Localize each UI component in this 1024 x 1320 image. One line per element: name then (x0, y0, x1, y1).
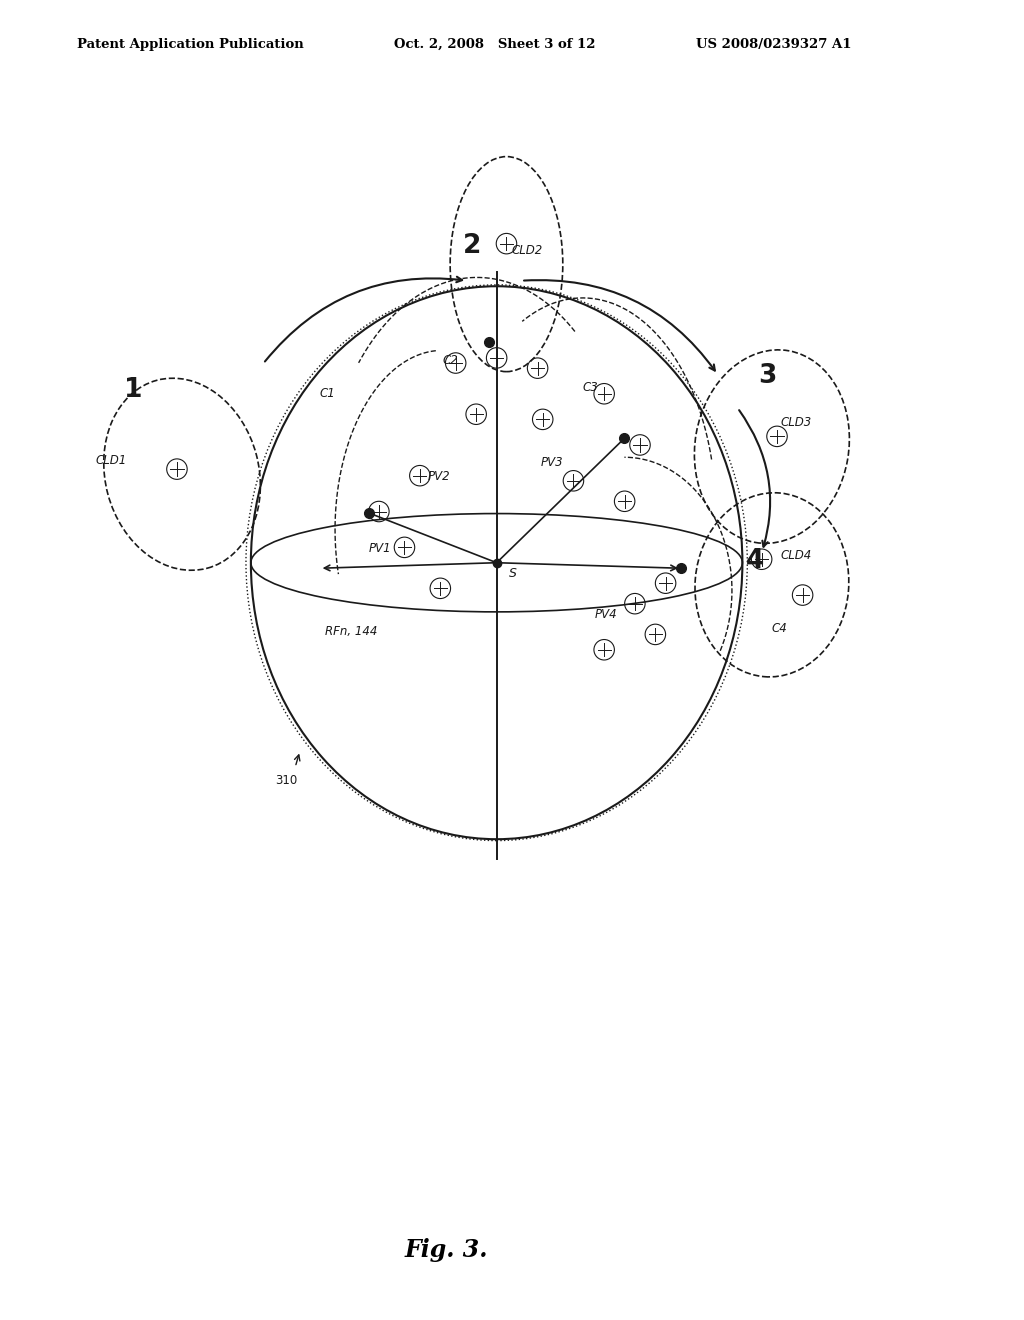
Text: CLD1: CLD1 (95, 454, 126, 467)
Text: US 2008/0239327 A1: US 2008/0239327 A1 (696, 37, 852, 50)
Text: C4: C4 (772, 622, 787, 635)
Text: Oct. 2, 2008   Sheet 3 of 12: Oct. 2, 2008 Sheet 3 of 12 (394, 37, 596, 50)
Text: C1: C1 (319, 387, 336, 400)
Text: 2: 2 (463, 234, 481, 259)
Text: RFn, 144: RFn, 144 (325, 624, 377, 638)
Text: 3: 3 (758, 363, 776, 389)
Text: PV3: PV3 (541, 455, 563, 469)
Text: S: S (509, 568, 517, 579)
Text: PV1: PV1 (369, 541, 391, 554)
Text: 4: 4 (745, 548, 764, 574)
Text: CLD2: CLD2 (512, 244, 543, 257)
Text: Patent Application Publication: Patent Application Publication (77, 37, 303, 50)
Text: 1: 1 (124, 376, 142, 403)
Text: PV2: PV2 (428, 470, 451, 483)
Text: C2: C2 (442, 354, 459, 367)
Text: PV4: PV4 (595, 609, 617, 620)
Text: CLD3: CLD3 (780, 416, 811, 429)
Text: CLD4: CLD4 (780, 549, 811, 562)
Text: C3: C3 (583, 381, 598, 395)
Text: Fig. 3.: Fig. 3. (404, 1238, 488, 1262)
Text: 310: 310 (275, 774, 298, 787)
